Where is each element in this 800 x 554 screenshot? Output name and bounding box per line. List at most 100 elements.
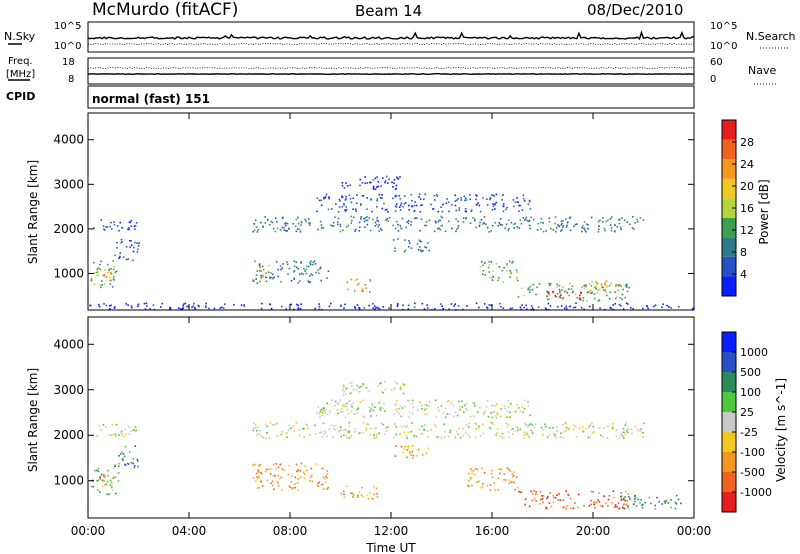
power-cell — [344, 303, 346, 306]
power-cell — [642, 307, 644, 310]
power-cell — [277, 275, 279, 278]
velocity-cell — [317, 406, 320, 408]
power-cell — [529, 291, 531, 294]
power-cell — [464, 210, 467, 212]
velocity-colorbar-tick-label: 25 — [740, 406, 754, 419]
power-cell — [626, 221, 629, 223]
velocity-cell — [541, 434, 544, 436]
power-cell — [430, 203, 432, 206]
velocity-cell — [524, 399, 526, 402]
velocity-cell — [664, 502, 666, 504]
velocity-cell — [523, 434, 526, 436]
velocity-cell — [266, 425, 269, 428]
velocity-cell — [297, 469, 299, 471]
power-cell — [395, 203, 398, 205]
power-cell — [599, 219, 601, 222]
power-cell — [561, 222, 563, 225]
power-cell — [297, 308, 300, 311]
power-cell — [402, 304, 404, 307]
velocity-cell — [529, 414, 531, 417]
power-cell — [391, 181, 393, 184]
power-cell — [393, 182, 395, 184]
velocity-cell — [108, 434, 111, 436]
power-cell — [256, 282, 259, 284]
power-cell — [556, 286, 558, 288]
velocity-cell — [350, 404, 353, 406]
velocity-cell — [297, 489, 299, 492]
power-cell — [642, 219, 645, 221]
velocity-cell — [403, 448, 405, 450]
velocity-cell — [491, 404, 493, 407]
velocity-cell — [399, 433, 401, 436]
velocity-cell — [454, 436, 457, 438]
velocity-cell — [663, 500, 666, 503]
power-cell — [581, 230, 583, 233]
velocity-colorbar-swatch — [722, 492, 736, 512]
power-cell — [183, 303, 185, 305]
power-panel-frame — [87, 112, 695, 311]
velocity-cell — [403, 431, 406, 434]
velocity-cell — [326, 402, 328, 405]
power-cell — [205, 305, 207, 307]
power-cell — [502, 205, 505, 208]
power-cell — [510, 272, 513, 274]
velocity-cell — [639, 502, 641, 504]
power-cell — [414, 217, 417, 219]
power-cell — [492, 205, 495, 208]
power-cell — [578, 298, 581, 300]
power-cell — [282, 263, 284, 265]
velocity-cell — [364, 416, 366, 418]
velocity-cell — [575, 426, 577, 429]
velocity-cell — [122, 459, 125, 462]
velocity-cell — [517, 427, 519, 429]
power-cell — [213, 307, 216, 310]
power-cell — [120, 241, 123, 244]
power-cell — [288, 267, 291, 270]
velocity-cell — [373, 437, 375, 439]
velocity-cell — [352, 402, 355, 404]
velocity-cell — [421, 425, 423, 428]
power-cell — [346, 281, 348, 284]
velocity-cell — [390, 389, 393, 391]
velocity-cell — [111, 489, 114, 492]
velocity-colorbar-tick-label: -500 — [740, 466, 765, 479]
velocity-cell — [257, 471, 260, 473]
power-cell — [424, 193, 427, 196]
power-cell — [254, 219, 257, 221]
velocity-cell — [437, 436, 439, 438]
power-cell — [597, 289, 599, 291]
power-cell — [388, 217, 391, 219]
power-cell — [524, 219, 526, 221]
power-cell — [328, 197, 330, 200]
velocity-cell — [627, 428, 630, 430]
velocity-cell — [656, 496, 658, 499]
velocity-cell — [299, 476, 302, 479]
velocity-cell — [509, 470, 512, 473]
power-cell — [437, 210, 440, 213]
velocity-cell — [556, 430, 559, 432]
velocity-cell — [569, 497, 572, 500]
power-cell — [516, 197, 518, 199]
power-cell — [513, 205, 515, 208]
velocity-cell — [271, 480, 274, 483]
velocity-cell — [435, 436, 437, 438]
velocity-cell — [340, 435, 343, 438]
power-cell — [512, 199, 515, 201]
power-cell — [556, 305, 559, 308]
velocity-cell — [623, 437, 625, 439]
power-cell — [296, 228, 299, 230]
power-cell — [536, 286, 538, 289]
velocity-cell — [435, 425, 437, 428]
power-cell — [286, 261, 288, 263]
velocity-cell — [370, 415, 372, 417]
velocity-cell — [359, 432, 361, 434]
power-cell — [293, 269, 296, 272]
power-cell — [372, 218, 374, 221]
power-cell — [582, 224, 584, 227]
power-cell — [455, 230, 457, 233]
velocity-cell — [115, 435, 117, 437]
velocity-cell — [479, 435, 482, 437]
power-cell — [381, 197, 383, 199]
velocity-colorbar-tick-label: -25 — [740, 426, 758, 439]
power-cell — [100, 219, 103, 221]
